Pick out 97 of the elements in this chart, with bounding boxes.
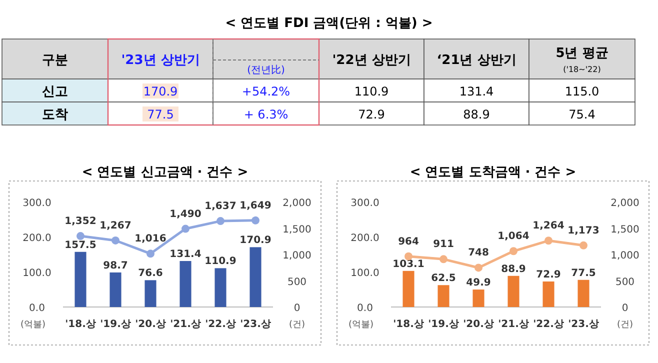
point bbox=[146, 250, 154, 258]
y-tick-label: 0.0 bbox=[29, 303, 45, 314]
y-axis-title: (억불) bbox=[348, 320, 374, 330]
point bbox=[76, 232, 84, 240]
x-tick-label: '20.상 bbox=[463, 319, 494, 330]
y-axis-title: (억불) bbox=[20, 320, 46, 330]
point bbox=[112, 236, 120, 244]
x-tick-label: '18.상 bbox=[65, 319, 96, 330]
text: 115.0 bbox=[564, 84, 600, 98]
data-label: 1,649 bbox=[240, 200, 272, 212]
y-tick-label: 200.0 bbox=[350, 233, 380, 244]
text: ('18~'22) bbox=[563, 65, 601, 74]
text: 88.9 bbox=[463, 108, 490, 122]
text: '22년 상반기 bbox=[332, 53, 411, 68]
y-tick-label: 100.0 bbox=[350, 268, 380, 279]
text: +54.2% bbox=[242, 84, 290, 98]
data-label: 157.5 bbox=[64, 240, 96, 251]
text: 72.9 bbox=[358, 108, 385, 122]
x-tick-label: '23.상 bbox=[568, 319, 599, 330]
y-tick-label: 200.0 bbox=[22, 233, 52, 244]
y2-axis-title: (건) bbox=[616, 320, 634, 330]
data-label: 911 bbox=[433, 239, 454, 250]
y2-tick-label: 2,000 bbox=[610, 198, 640, 209]
text: 도착 bbox=[42, 108, 68, 122]
text: 170.9 bbox=[143, 84, 178, 98]
x-tick-label: '20.상 bbox=[135, 319, 166, 330]
text: 구분 bbox=[42, 53, 68, 68]
data-label: 88.9 bbox=[501, 264, 526, 275]
bar bbox=[110, 272, 122, 307]
bar bbox=[144, 280, 156, 307]
x-tick-label: '21.상 bbox=[170, 319, 201, 330]
data-label: 1,352 bbox=[64, 216, 96, 228]
data-label: 1,267 bbox=[100, 220, 132, 232]
point bbox=[216, 217, 224, 226]
y2-tick-label: 1,500 bbox=[610, 224, 640, 236]
y-tick-label: 300.0 bbox=[350, 198, 380, 209]
text: < 연도별 FDI 금액(단위 : 억불) > bbox=[225, 16, 433, 31]
x-tick-label: '23.상 bbox=[240, 319, 271, 330]
y-tick-label: 0.0 bbox=[357, 303, 373, 314]
y2-tick-label: 500 bbox=[287, 276, 307, 288]
point bbox=[440, 255, 448, 264]
data-label: 62.5 bbox=[431, 273, 456, 284]
data-label: 131.4 bbox=[170, 249, 202, 260]
data-label: 1,264 bbox=[532, 220, 564, 232]
text: '23년 상반기 bbox=[121, 53, 200, 68]
bar bbox=[74, 252, 86, 307]
x-tick-label: '22.상 bbox=[205, 319, 236, 330]
x-tick-label: '18.상 bbox=[393, 319, 424, 330]
text: 131.4 bbox=[459, 84, 494, 98]
data-label: 77.5 bbox=[571, 268, 596, 279]
x-tick-label: '22.상 bbox=[533, 319, 564, 330]
data-label: 72.9 bbox=[536, 269, 561, 280]
data-label: 1,064 bbox=[498, 231, 530, 242]
data-label: 1,637 bbox=[204, 201, 236, 212]
y2-tick-label: 1,500 bbox=[282, 224, 312, 236]
chart-title: < 연도별 신고금액 · 건수 > bbox=[82, 165, 248, 180]
y2-tick-label: 500 bbox=[615, 276, 635, 288]
text: 75.4 bbox=[568, 108, 596, 122]
bar bbox=[180, 261, 192, 307]
point bbox=[474, 264, 482, 272]
y2-tick-label: 1,000 bbox=[610, 250, 640, 262]
y-tick-label: 300.0 bbox=[22, 198, 52, 209]
data-label: 748 bbox=[468, 248, 489, 259]
data-label: 110.9 bbox=[204, 256, 236, 268]
data-label: 98.7 bbox=[103, 260, 128, 272]
point bbox=[182, 224, 190, 233]
point bbox=[544, 236, 552, 245]
y2-axis-title: (건) bbox=[288, 320, 306, 330]
data-label: 49.9 bbox=[466, 278, 491, 289]
text: ‘21년 상반기 bbox=[436, 53, 516, 68]
y-tick-label: 100.0 bbox=[22, 268, 52, 279]
text: (전년比) bbox=[247, 64, 285, 76]
y2-tick-label: 1,000 bbox=[282, 250, 312, 262]
data-label: 76.6 bbox=[138, 268, 163, 280]
data-label: 170.9 bbox=[240, 235, 272, 246]
text: 신고 bbox=[42, 84, 68, 100]
text: + 6.3% bbox=[244, 108, 288, 122]
text: 77.5 bbox=[147, 108, 174, 122]
data-label: 1,173 bbox=[568, 225, 600, 236]
y2-tick-label: 0 bbox=[294, 303, 300, 314]
y2-tick-label: 2,000 bbox=[282, 198, 312, 209]
y2-tick-label: 0 bbox=[622, 303, 628, 314]
data-label: 964 bbox=[398, 236, 419, 248]
text: 5년 평균 bbox=[556, 46, 608, 61]
data-label: 1,016 bbox=[134, 234, 166, 245]
chart-title: < 연도별 도착금액 · 건수 > bbox=[410, 165, 576, 180]
point bbox=[252, 216, 260, 224]
point bbox=[510, 247, 518, 256]
x-tick-label: '19.상 bbox=[428, 319, 459, 330]
x-tick-label: '19.상 bbox=[100, 319, 131, 330]
point bbox=[580, 241, 588, 250]
data-label: 103.1 bbox=[392, 258, 424, 270]
data-label: 1,490 bbox=[170, 208, 202, 220]
x-tick-label: '21.상 bbox=[498, 319, 529, 330]
text: 110.9 bbox=[354, 84, 389, 98]
bar bbox=[250, 247, 262, 307]
bar bbox=[214, 268, 226, 307]
